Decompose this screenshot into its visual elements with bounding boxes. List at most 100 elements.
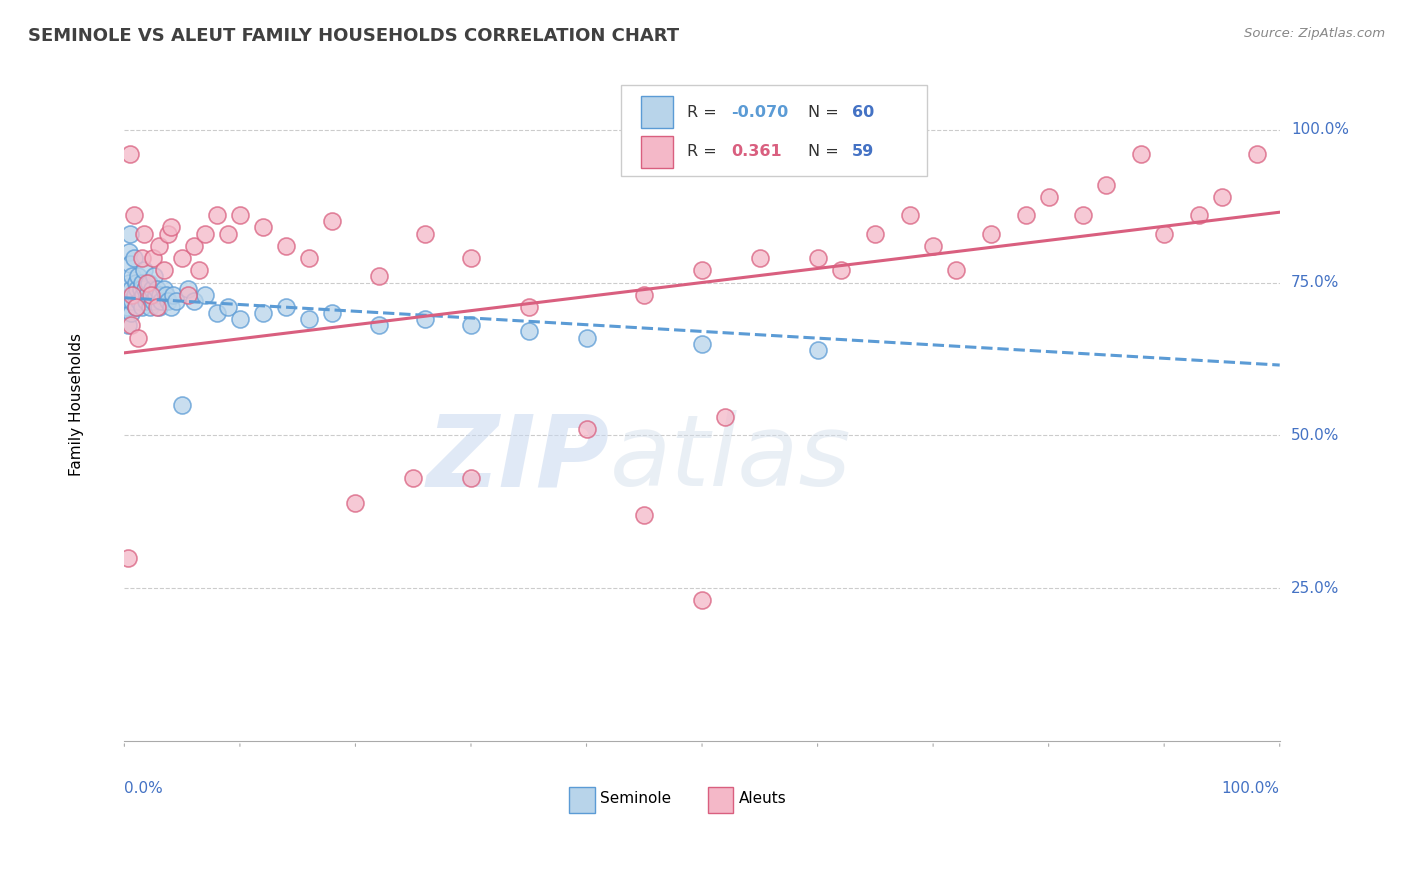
Point — [141, 282, 163, 296]
Point — [1246, 147, 1268, 161]
Text: R =: R = — [688, 145, 721, 160]
Point — [118, 276, 141, 290]
Point — [633, 508, 655, 522]
Point — [177, 282, 200, 296]
Bar — [641, 136, 673, 168]
Point — [139, 300, 162, 314]
Text: 75.0%: 75.0% — [1291, 275, 1339, 290]
Text: 0.361: 0.361 — [731, 145, 782, 160]
Point — [121, 293, 143, 308]
Text: R =: R = — [688, 104, 721, 120]
Point — [1188, 208, 1211, 222]
Point — [806, 251, 828, 265]
Point — [575, 422, 598, 436]
Point — [194, 287, 217, 301]
Point — [125, 276, 148, 290]
Point — [159, 300, 181, 314]
Text: Aleuts: Aleuts — [740, 790, 787, 805]
Point — [129, 282, 152, 296]
Point — [142, 251, 165, 265]
Point — [217, 227, 239, 241]
Bar — [707, 788, 734, 813]
Point — [183, 239, 205, 253]
Point — [367, 318, 389, 333]
Point — [690, 263, 713, 277]
Point — [367, 269, 389, 284]
Point — [127, 269, 149, 284]
Point — [194, 227, 217, 241]
Point — [1153, 227, 1175, 241]
Point — [1014, 208, 1036, 222]
Point — [120, 227, 142, 241]
Point — [122, 208, 145, 222]
Point — [517, 325, 540, 339]
Point — [830, 263, 852, 277]
Point — [1130, 147, 1153, 161]
Point — [252, 306, 274, 320]
Text: 60: 60 — [852, 104, 875, 120]
Point — [117, 318, 139, 333]
FancyBboxPatch shape — [621, 86, 928, 176]
Point — [205, 208, 228, 222]
Point — [217, 300, 239, 314]
Point — [898, 208, 921, 222]
Point — [183, 293, 205, 308]
Point — [162, 287, 184, 301]
Point — [125, 300, 148, 314]
Point — [321, 306, 343, 320]
Point — [125, 300, 148, 314]
Text: 100.0%: 100.0% — [1291, 122, 1348, 137]
Point — [298, 312, 321, 326]
Point — [145, 282, 167, 296]
Point — [145, 300, 167, 314]
Point — [150, 293, 173, 308]
Point — [149, 287, 172, 301]
Point — [139, 287, 162, 301]
Point — [1211, 190, 1233, 204]
Point — [252, 220, 274, 235]
Point — [1095, 178, 1118, 192]
Point — [131, 276, 153, 290]
Text: -0.070: -0.070 — [731, 104, 789, 120]
Point — [135, 293, 157, 308]
Text: ZIP: ZIP — [426, 410, 610, 507]
Point — [205, 306, 228, 320]
Point — [120, 257, 142, 271]
Point — [124, 287, 146, 301]
Point — [127, 282, 149, 296]
Point — [143, 269, 166, 284]
Point — [122, 251, 145, 265]
Point — [131, 251, 153, 265]
Point — [159, 220, 181, 235]
Point — [748, 251, 770, 265]
Point — [229, 208, 252, 222]
Point — [148, 239, 170, 253]
Point — [157, 227, 180, 241]
Point — [132, 287, 155, 301]
Point — [157, 293, 180, 308]
Point — [633, 287, 655, 301]
Point — [690, 336, 713, 351]
Point — [460, 318, 482, 333]
Point — [142, 293, 165, 308]
Point — [152, 282, 174, 296]
Text: 59: 59 — [852, 145, 875, 160]
Text: 0.0%: 0.0% — [124, 781, 163, 797]
Point — [945, 263, 967, 277]
Point — [136, 287, 159, 301]
Point — [344, 495, 367, 509]
Point — [714, 410, 737, 425]
Point — [177, 287, 200, 301]
Point — [145, 287, 167, 301]
Point — [155, 287, 177, 301]
Point — [118, 244, 141, 259]
Point — [117, 550, 139, 565]
Point — [172, 398, 194, 412]
Point — [321, 214, 343, 228]
Point — [276, 300, 298, 314]
Point — [1038, 190, 1060, 204]
Point — [148, 300, 170, 314]
Point — [132, 227, 155, 241]
Point — [690, 593, 713, 607]
Point — [922, 239, 945, 253]
